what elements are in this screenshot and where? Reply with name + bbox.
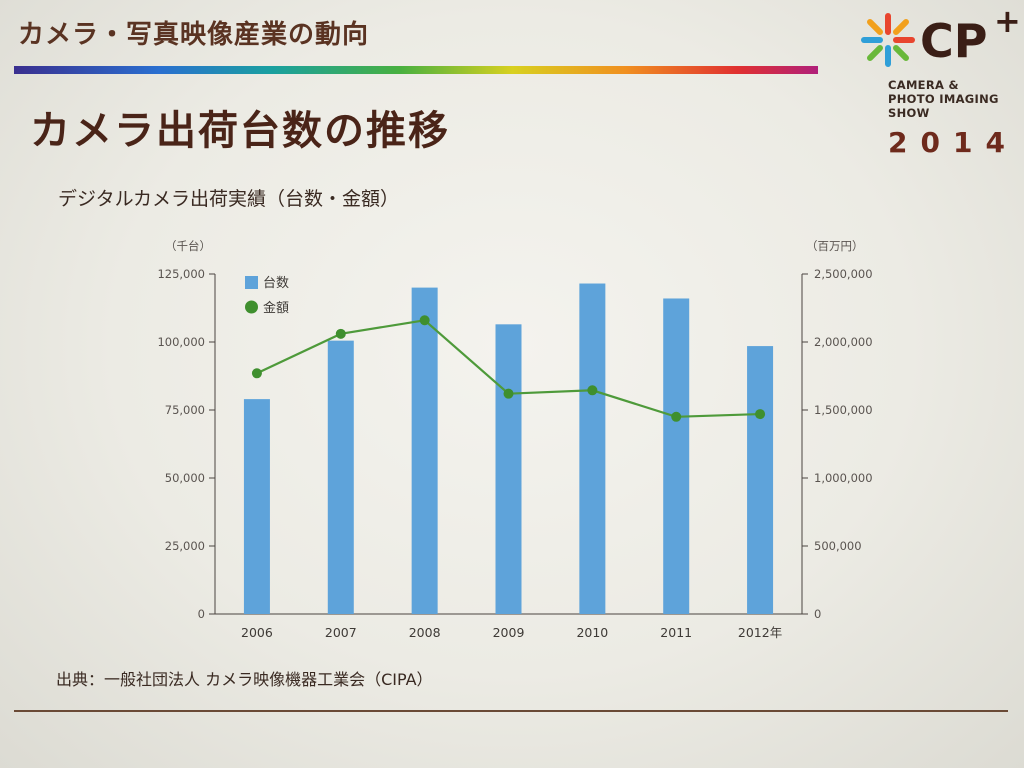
y-left-unit-label: （千台） bbox=[165, 239, 211, 253]
section-title: カメラ・写真映像産業の動向 bbox=[18, 20, 370, 50]
logo-line-3: SHOW bbox=[888, 106, 930, 120]
logo-cp-text: CP bbox=[920, 14, 988, 68]
y-right-tick-label: 1,000,000 bbox=[814, 471, 873, 485]
bar-2010 bbox=[579, 283, 606, 614]
x-tick-label: 2008 bbox=[409, 625, 441, 640]
x-tick-label: 2011 bbox=[660, 625, 692, 640]
rainbow-divider bbox=[14, 66, 818, 74]
bar-2006 bbox=[243, 399, 270, 614]
chart-heading: デジタルカメラ出荷実績（台数・金額） bbox=[58, 188, 400, 210]
amount-point-2011 bbox=[671, 411, 682, 422]
cp-plus-logo: CP + CAMERA & PHOTO IMAGING SHOW 2014 bbox=[860, 2, 1021, 159]
bottom-rule bbox=[14, 710, 1008, 712]
x-tick-label: 2012年 bbox=[738, 625, 782, 640]
amount-point-2009 bbox=[503, 388, 514, 399]
amount-point-2006 bbox=[251, 368, 262, 379]
y-left-tick-label: 0 bbox=[198, 607, 205, 621]
legend-line-swatch bbox=[245, 300, 258, 314]
bar-2012年 bbox=[747, 346, 774, 614]
y-right-tick-label: 2,500,000 bbox=[814, 267, 873, 281]
bar-2007 bbox=[327, 340, 354, 614]
logo-star-icon bbox=[861, 13, 915, 67]
y-left-tick-label: 50,000 bbox=[165, 471, 205, 485]
legend-bar-swatch bbox=[245, 276, 258, 289]
y-left-tick-label: 100,000 bbox=[157, 335, 205, 349]
source-note: 出典：一般社団法人 カメラ映像機器工業会（CIPA） bbox=[56, 670, 433, 689]
bar-2009 bbox=[495, 324, 522, 614]
logo-line-1: CAMERA & bbox=[888, 78, 959, 92]
amount-point-2012年 bbox=[755, 409, 766, 420]
y-left-tick-label: 75,000 bbox=[165, 403, 205, 417]
amount-point-2007 bbox=[335, 328, 346, 339]
logo-plus-text: + bbox=[994, 2, 1021, 40]
y-left-tick-label: 125,000 bbox=[157, 267, 205, 281]
y-left-tick-label: 25,000 bbox=[165, 539, 205, 553]
amount-point-2008 bbox=[419, 315, 430, 326]
x-tick-label: 2009 bbox=[493, 625, 525, 640]
y-right-unit-label: （百万円） bbox=[806, 239, 864, 253]
y-right-tick-label: 1,500,000 bbox=[814, 403, 873, 417]
logo-subtitle: CAMERA & PHOTO IMAGING SHOW bbox=[888, 78, 1024, 120]
y-right-tick-label: 0 bbox=[814, 607, 821, 621]
y-right-tick-label: 500,000 bbox=[814, 539, 862, 553]
x-tick-label: 2007 bbox=[325, 625, 357, 640]
y-right-tick-label: 2,000,000 bbox=[814, 335, 873, 349]
page-title: カメラ出荷台数の推移 bbox=[30, 108, 450, 154]
x-tick-label: 2006 bbox=[241, 625, 273, 640]
logo-year: 2014 bbox=[888, 126, 1018, 159]
legend-bar-label: 台数 bbox=[263, 276, 289, 291]
x-tick-label: 2010 bbox=[576, 625, 608, 640]
legend-line-label: 金額 bbox=[263, 300, 289, 316]
amount-point-2010 bbox=[587, 385, 598, 396]
logo-line-2: PHOTO IMAGING bbox=[888, 92, 999, 106]
bar-2011 bbox=[663, 298, 690, 614]
bar-2008 bbox=[411, 287, 438, 614]
